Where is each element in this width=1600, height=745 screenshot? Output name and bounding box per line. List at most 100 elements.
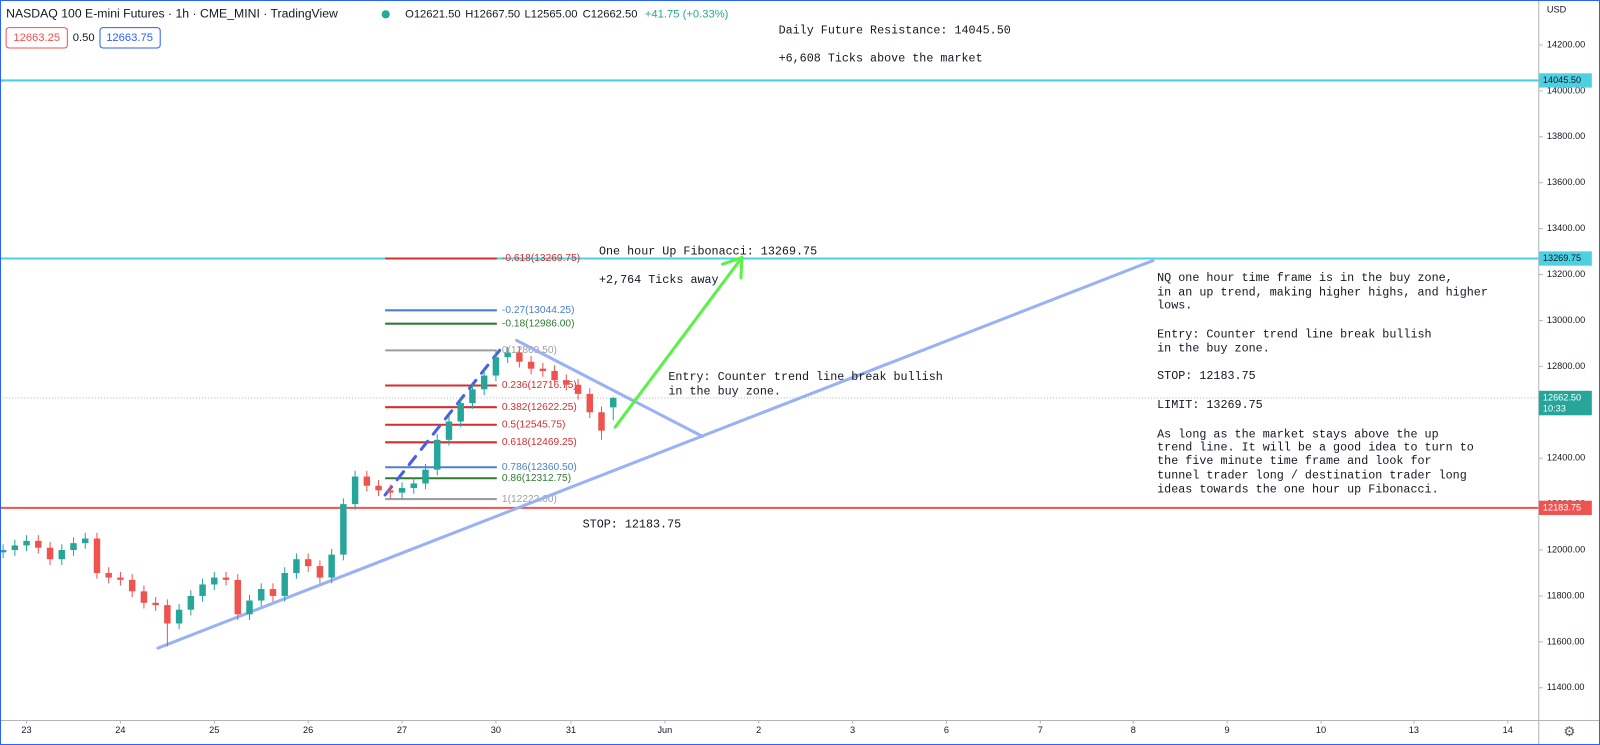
annotations: NASDAQ 100 E-mini Futures · 1h · CME_MIN…	[5, 7, 1488, 531]
candle-body	[434, 439, 441, 470]
candle-body	[164, 605, 171, 624]
y-tick-label: 12800.00	[1547, 361, 1585, 371]
candle-body	[445, 421, 453, 440]
x-tick-label: 31	[566, 725, 576, 735]
annotation: Daily Future Resistance: 14045.50	[779, 24, 1011, 38]
candle-body	[187, 595, 195, 610]
trend-line	[156, 259, 1155, 650]
y-tick-label: 13000.00	[1547, 315, 1585, 325]
candle-body	[304, 559, 312, 567]
price-badge-label: 12183.75	[1543, 502, 1581, 512]
currency: USD	[1547, 5, 1567, 15]
candle-body	[422, 469, 429, 484]
annotation: As long as the market stays above the up	[1157, 427, 1438, 441]
candle-body	[504, 352, 511, 358]
y-tick-label: 13800.00	[1547, 131, 1585, 141]
x-tick-label: 30	[491, 725, 501, 735]
fib-label: 0.618(12469.25)	[502, 437, 577, 448]
x-tick-label: 3	[850, 725, 855, 735]
annotation: STOP: 12183.75	[583, 517, 682, 531]
candle-body	[0, 550, 7, 553]
x-tick-label: 24	[115, 725, 125, 735]
annotation: Entry: Counter trend line break bullish	[668, 370, 942, 384]
candle-body	[211, 577, 218, 585]
price-axis	[1538, 0, 1600, 745]
x-tick-label: 14	[1503, 725, 1513, 735]
annotation: in the buy zone.	[1157, 342, 1270, 356]
y-tick-label: 13200.00	[1547, 269, 1585, 279]
candle-body	[199, 584, 206, 596]
candle-body	[117, 577, 124, 580]
fib-label: 0(12869.50)	[502, 345, 557, 356]
fib-label: 0.86(12312.75)	[502, 473, 571, 484]
annotation: One hour Up Fibonacci: 13269.75	[599, 244, 817, 258]
x-tick-label: 27	[397, 725, 407, 735]
annotation: STOP: 12183.75	[1157, 369, 1256, 383]
annotation: trend line. It will be a good idea to tu…	[1157, 441, 1474, 455]
candle-body	[457, 403, 464, 422]
y-tick-label: 12400.00	[1547, 453, 1585, 463]
last-price-label: 12662.50	[1543, 392, 1581, 402]
candle-body	[516, 352, 523, 362]
x-tick-label: 2	[756, 725, 761, 735]
candle-body	[128, 579, 136, 592]
candle-body	[375, 485, 382, 491]
x-tick-label: 26	[303, 725, 313, 735]
fib-label: -0.618(13269.75)	[502, 253, 580, 264]
annotation: tunnel trader long / destination trader …	[1157, 468, 1467, 482]
candle-body	[35, 540, 42, 548]
candle-body	[269, 589, 277, 596]
ask-price: 12663.75	[106, 32, 153, 44]
y-tick-label: 11400.00	[1547, 682, 1585, 692]
x-tick-label: 10	[1316, 725, 1326, 735]
candle-body	[563, 380, 570, 385]
y-tick-label: 14000.00	[1547, 85, 1585, 95]
ask-box[interactable]	[99, 27, 161, 49]
candle-body	[574, 384, 582, 394]
candle-body	[258, 589, 265, 601]
annotation: LIMIT: 13269.75	[1157, 398, 1263, 412]
bid-box[interactable]	[5, 27, 68, 49]
fib-label: 0.382(12622.25)	[502, 402, 577, 413]
annotation: ideas towards the one hour up Fibonacci.	[1157, 483, 1438, 497]
candle-body	[351, 476, 359, 505]
candle-body	[175, 609, 183, 624]
annotation: Entry: Counter trend line break bullish	[1157, 327, 1431, 341]
x-tick-label: 9	[1225, 725, 1230, 735]
overlays: -0.618(13269.75) -0.27(13044.25) -0.18(129…	[0, 79, 1539, 650]
settings-icon[interactable]: ⚙	[1563, 724, 1575, 739]
candle-body	[140, 591, 148, 603]
candle-body	[469, 389, 476, 404]
fib-label: 0.5(12545.75)	[502, 419, 565, 430]
annotation: +6,608 Ticks above the market	[779, 51, 983, 65]
chart-title: NASDAQ 100 E-mini Futures · 1h · CME_MIN…	[6, 7, 338, 21]
candle-body	[58, 550, 65, 560]
candle-body	[105, 572, 112, 578]
time-axis	[0, 720, 1600, 745]
candle-body	[398, 488, 406, 493]
candle-body	[293, 559, 300, 573]
y-tick-label: 14200.00	[1547, 39, 1585, 49]
candle-body	[46, 547, 54, 560]
candle-body	[539, 368, 547, 371]
candle-body	[387, 490, 394, 493]
y-tick-label: 12000.00	[1547, 544, 1585, 554]
annotation: in an up trend, making higher highs, and…	[1157, 285, 1488, 299]
price-badge	[1538, 500, 1592, 515]
candle-body	[234, 579, 241, 615]
annotation: +2,764 Ticks away	[599, 273, 719, 287]
fib-label: -0.27(13044.25)	[502, 305, 575, 316]
x-tick-label: Jun	[657, 725, 672, 735]
candle-body	[246, 600, 253, 615]
ohlc-low: L12565.00	[524, 8, 577, 20]
candle-body	[363, 476, 371, 486]
candles	[0, 346, 617, 647]
bid-price: 12663.25	[13, 32, 60, 44]
candle-body	[492, 357, 500, 376]
trend-line	[383, 348, 502, 497]
candle-body	[598, 412, 605, 431]
fib-label: 0.786(12360.50)	[502, 462, 577, 473]
price-badge	[1538, 73, 1592, 88]
